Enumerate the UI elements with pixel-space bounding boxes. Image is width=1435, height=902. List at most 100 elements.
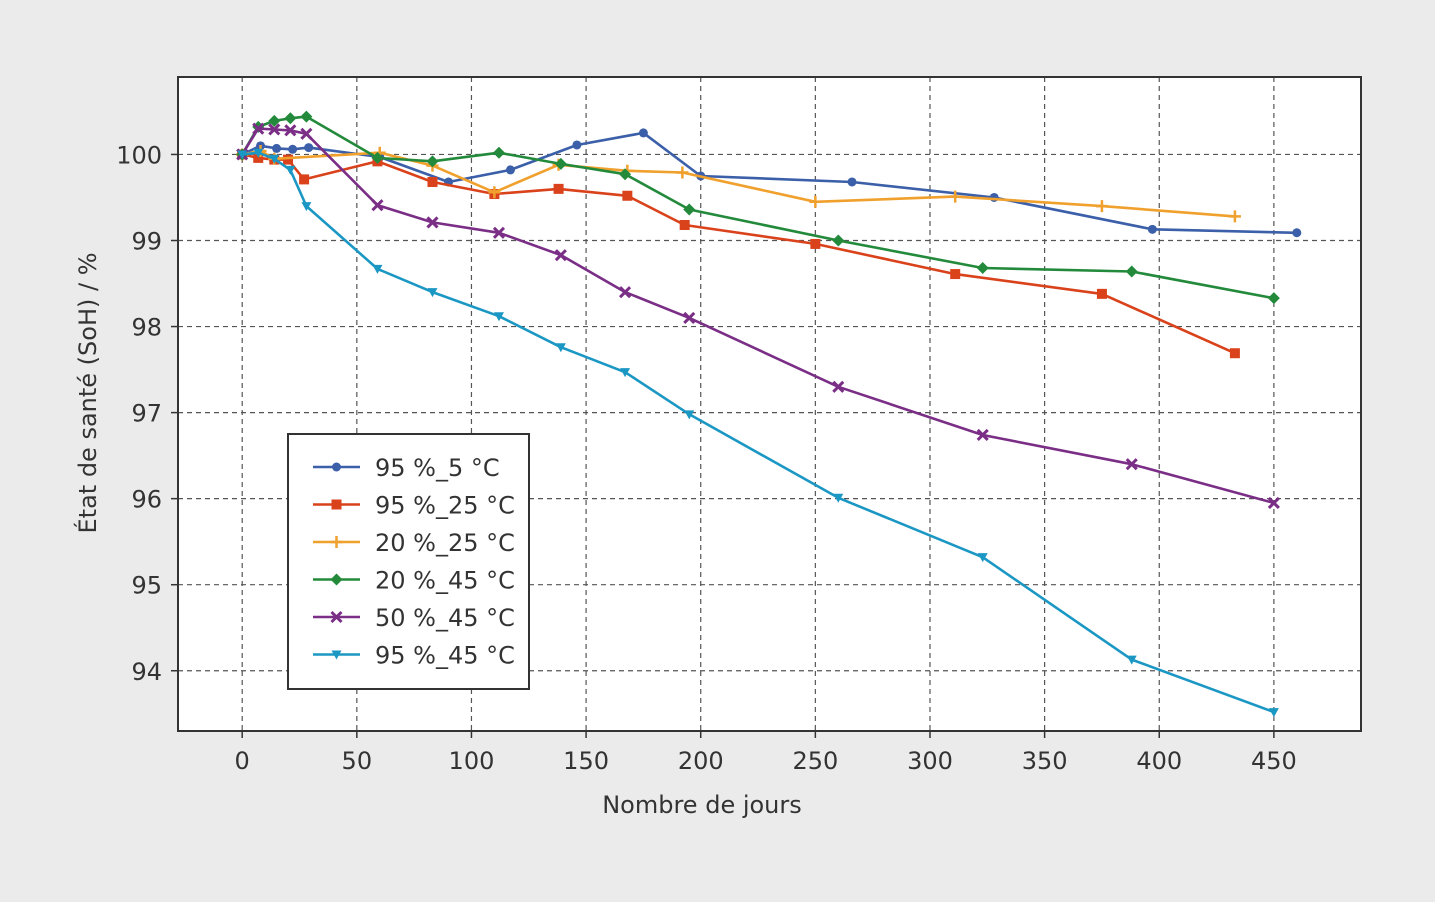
data-point xyxy=(427,288,438,298)
data-point xyxy=(1268,708,1279,718)
data-point xyxy=(269,154,280,164)
legend-marker xyxy=(331,650,342,660)
legend-frame xyxy=(287,433,530,690)
legend-item: 95 %_25 °C xyxy=(313,492,515,520)
y-tick-label: 98 xyxy=(131,314,162,342)
series xyxy=(237,148,1279,718)
data-point xyxy=(554,157,567,170)
data-point xyxy=(272,143,282,153)
data-point xyxy=(505,165,515,175)
data-point xyxy=(301,202,312,212)
data-point xyxy=(284,124,297,137)
data-point xyxy=(284,112,297,125)
legend-marker xyxy=(332,462,341,472)
data-point xyxy=(684,410,695,420)
data-point xyxy=(285,165,296,175)
legend-marker xyxy=(330,610,343,624)
data-point xyxy=(809,195,822,208)
data-point xyxy=(554,249,567,262)
data-point xyxy=(810,238,821,249)
x-tick-label: 350 xyxy=(1022,747,1068,775)
data-point xyxy=(1267,292,1280,305)
data-point xyxy=(300,127,313,140)
data-point xyxy=(679,220,690,231)
data-point xyxy=(268,114,281,127)
data-point xyxy=(488,186,501,199)
data-point xyxy=(493,312,504,322)
data-point xyxy=(555,343,566,353)
data-point xyxy=(304,143,314,153)
data-point xyxy=(1229,348,1240,359)
legend-label: 20 %_25 °C xyxy=(375,529,515,557)
data-point xyxy=(492,146,505,159)
data-point xyxy=(492,226,506,239)
y-tick-label: 97 xyxy=(131,400,162,428)
data-point xyxy=(288,144,298,154)
data-point xyxy=(1095,200,1108,213)
data-point xyxy=(1147,224,1157,234)
data-point xyxy=(977,553,988,563)
x-tick-label: 100 xyxy=(449,747,495,775)
legend-label: 95 %_45 °C xyxy=(375,642,515,670)
data-point xyxy=(253,148,264,158)
x-axis: 0 50 100 150 200 250 300 350 400 450 xyxy=(235,731,1297,775)
data-point xyxy=(1267,496,1280,510)
data-point xyxy=(371,151,384,164)
legend-item: 50 %_45 °C xyxy=(313,604,515,632)
data-point xyxy=(572,140,582,150)
data-point xyxy=(1292,228,1302,238)
data-point xyxy=(620,368,631,378)
x-tick-label: 300 xyxy=(907,747,953,775)
y-tick-label: 96 xyxy=(131,486,162,514)
data-point xyxy=(832,234,845,247)
legend-label: 95 %_5 °C xyxy=(375,454,500,482)
data-point xyxy=(832,380,845,393)
y-tick-label: 94 xyxy=(131,658,162,686)
data-point xyxy=(252,122,265,135)
data-point xyxy=(976,262,989,275)
x-tick-label: 50 xyxy=(342,747,373,775)
data-point xyxy=(847,177,857,187)
y-tick-label: 99 xyxy=(131,228,162,256)
legend-label: 50 %_45 °C xyxy=(375,604,515,632)
data-point xyxy=(638,128,648,138)
legend-marker xyxy=(331,499,342,510)
series xyxy=(236,122,1280,510)
y-tick-label: 95 xyxy=(131,572,162,600)
x-tick-label: 250 xyxy=(792,747,838,775)
data-point xyxy=(268,123,281,136)
data-point xyxy=(553,183,564,194)
data-point xyxy=(950,269,961,280)
data-point xyxy=(371,199,384,212)
x-tick-label: 0 xyxy=(235,747,250,775)
data-point xyxy=(427,176,438,187)
plot-frame xyxy=(177,76,1362,732)
data-point xyxy=(1125,265,1138,278)
data-point xyxy=(283,154,294,165)
data-point xyxy=(683,311,696,325)
legend-label: 20 %_45 °C xyxy=(375,567,515,595)
x-tick-label: 400 xyxy=(1136,747,1182,775)
legend-marker xyxy=(330,536,343,548)
x-tick-label: 200 xyxy=(678,747,724,775)
data-point xyxy=(299,174,310,185)
data-point xyxy=(619,168,632,181)
y-axis-title: État de santé (SoH) / % xyxy=(73,252,102,533)
data-point xyxy=(372,264,383,274)
x-tick-label: 450 xyxy=(1251,747,1297,775)
data-point xyxy=(237,150,248,160)
data-point xyxy=(426,155,439,168)
y-tick-label: 100 xyxy=(116,141,162,169)
data-point xyxy=(300,110,313,123)
data-point xyxy=(1126,655,1137,665)
data-point xyxy=(253,152,264,163)
data-point xyxy=(619,286,632,299)
data-point xyxy=(949,190,962,203)
data-point xyxy=(1096,288,1107,299)
series-group xyxy=(236,110,1302,718)
data-point xyxy=(426,216,439,229)
legend-item: 95 %_5 °C xyxy=(313,454,500,482)
data-point xyxy=(622,190,633,201)
